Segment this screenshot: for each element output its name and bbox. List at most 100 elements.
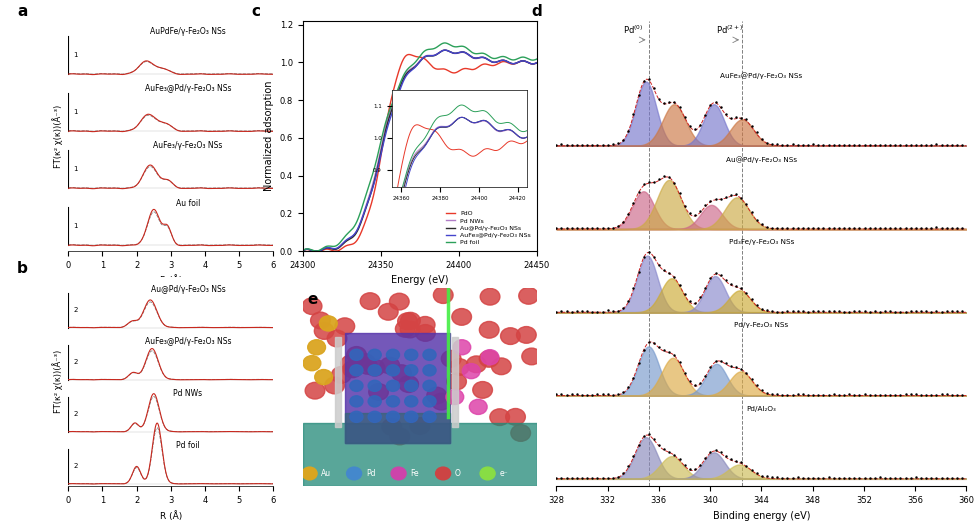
- Circle shape: [479, 322, 499, 338]
- Text: Pd₃Fe/γ-Fe₂O₃ NSs: Pd₃Fe/γ-Fe₂O₃ NSs: [729, 239, 793, 245]
- Text: Pd foil: Pd foil: [176, 441, 200, 450]
- Circle shape: [423, 365, 436, 376]
- Pd foil: [439, 40, 451, 46]
- Circle shape: [510, 425, 531, 441]
- Text: c: c: [251, 4, 260, 19]
- Circle shape: [416, 325, 435, 342]
- Circle shape: [380, 357, 399, 374]
- Au@Pd/γ-Fe₂O₃ NSs: [490, 59, 502, 65]
- Y-axis label: FT(κ² χ(κ))(Å⁻³): FT(κ² χ(κ))(Å⁻³): [52, 350, 62, 413]
- Text: AuFe₃/γ-Fe₂O₃ NSs: AuFe₃/γ-Fe₂O₃ NSs: [153, 142, 223, 151]
- Circle shape: [480, 288, 500, 305]
- Text: O: O: [455, 469, 461, 478]
- Bar: [345, 333, 450, 442]
- Text: Pd$^{(2+)}$: Pd$^{(2+)}$: [715, 24, 743, 36]
- Pd NWs: [526, 61, 538, 67]
- Line: Au@Pd/γ-Fe₂O₃ NSs: Au@Pd/γ-Fe₂O₃ NSs: [303, 50, 537, 251]
- Text: Au@Pd/γ-Fe₂O₃ NSs: Au@Pd/γ-Fe₂O₃ NSs: [150, 285, 225, 294]
- Pd NWs: [307, 248, 319, 254]
- Circle shape: [386, 411, 399, 423]
- Circle shape: [449, 359, 469, 376]
- Pd NWs: [490, 59, 502, 65]
- Circle shape: [441, 350, 461, 367]
- PdO: [403, 51, 415, 58]
- PdO: [490, 62, 502, 68]
- Circle shape: [332, 367, 351, 383]
- Circle shape: [399, 376, 419, 392]
- Pd NWs: [424, 52, 435, 59]
- Text: Au foil: Au foil: [176, 199, 200, 208]
- Circle shape: [423, 411, 436, 423]
- Circle shape: [369, 383, 388, 400]
- Pd foil: [436, 40, 448, 47]
- Text: 2: 2: [73, 359, 78, 365]
- Au@Pd/γ-Fe₂O₃ NSs: [439, 47, 451, 53]
- Circle shape: [349, 349, 363, 360]
- Circle shape: [314, 323, 334, 339]
- Au@Pd/γ-Fe₂O₃ NSs: [526, 61, 538, 67]
- Circle shape: [405, 349, 418, 360]
- Circle shape: [501, 328, 520, 345]
- Circle shape: [522, 348, 542, 365]
- Circle shape: [327, 330, 346, 347]
- Circle shape: [319, 316, 338, 331]
- Au@Pd/γ-Fe₂O₃ NSs: [408, 64, 420, 71]
- Circle shape: [341, 355, 360, 372]
- PdO: [437, 66, 449, 72]
- AuFe₃@Pd/γ-Fe₂O₃ NSs: [531, 60, 543, 66]
- Circle shape: [405, 365, 418, 376]
- Line: PdO: PdO: [303, 54, 537, 251]
- Circle shape: [395, 321, 415, 337]
- AuFe₃@Pd/γ-Fe₂O₃ NSs: [490, 59, 502, 65]
- Circle shape: [453, 340, 470, 355]
- Circle shape: [433, 287, 453, 303]
- Circle shape: [435, 467, 451, 480]
- PdO: [410, 53, 422, 60]
- Circle shape: [349, 396, 363, 407]
- Text: Pd/γ-Fe₂O₃ NSs: Pd/γ-Fe₂O₃ NSs: [734, 322, 789, 328]
- Circle shape: [519, 288, 539, 304]
- Circle shape: [365, 359, 385, 376]
- Circle shape: [368, 349, 382, 360]
- Circle shape: [467, 356, 486, 372]
- X-axis label: R (Å): R (Å): [160, 275, 182, 285]
- AuFe₃@Pd/γ-Fe₂O₃ NSs: [436, 48, 448, 54]
- Circle shape: [379, 303, 398, 320]
- Circle shape: [423, 380, 436, 391]
- PdO: [409, 53, 421, 60]
- Bar: [303, 423, 537, 486]
- Pd foil: [424, 46, 435, 52]
- Circle shape: [349, 365, 363, 376]
- Circle shape: [506, 408, 525, 425]
- Pd foil: [309, 248, 321, 254]
- Circle shape: [452, 309, 471, 325]
- Circle shape: [423, 396, 436, 407]
- PdO: [425, 61, 436, 67]
- Circle shape: [303, 298, 322, 314]
- Text: Pd NWs: Pd NWs: [174, 389, 202, 398]
- Circle shape: [303, 356, 321, 371]
- Circle shape: [305, 382, 325, 399]
- Circle shape: [386, 349, 399, 360]
- Circle shape: [307, 340, 326, 355]
- Circle shape: [389, 293, 409, 310]
- Text: e: e: [307, 292, 317, 306]
- Pd NWs: [410, 62, 422, 69]
- Circle shape: [386, 396, 399, 407]
- Line: Pd foil: Pd foil: [303, 43, 537, 251]
- Au@Pd/γ-Fe₂O₃ NSs: [531, 60, 543, 66]
- Circle shape: [303, 467, 317, 480]
- Circle shape: [368, 365, 382, 376]
- Text: Au: Au: [321, 469, 332, 478]
- Circle shape: [446, 390, 464, 404]
- Y-axis label: Normalized adsorption: Normalized adsorption: [264, 81, 274, 191]
- Circle shape: [431, 393, 451, 410]
- X-axis label: Binding energy (eV): Binding energy (eV): [712, 510, 810, 521]
- AuFe₃@Pd/γ-Fe₂O₃ NSs: [297, 247, 308, 254]
- Circle shape: [472, 382, 493, 398]
- X-axis label: Energy (eV): Energy (eV): [391, 275, 448, 286]
- Circle shape: [355, 354, 376, 370]
- Circle shape: [427, 387, 447, 404]
- Circle shape: [469, 400, 487, 414]
- Circle shape: [389, 428, 410, 445]
